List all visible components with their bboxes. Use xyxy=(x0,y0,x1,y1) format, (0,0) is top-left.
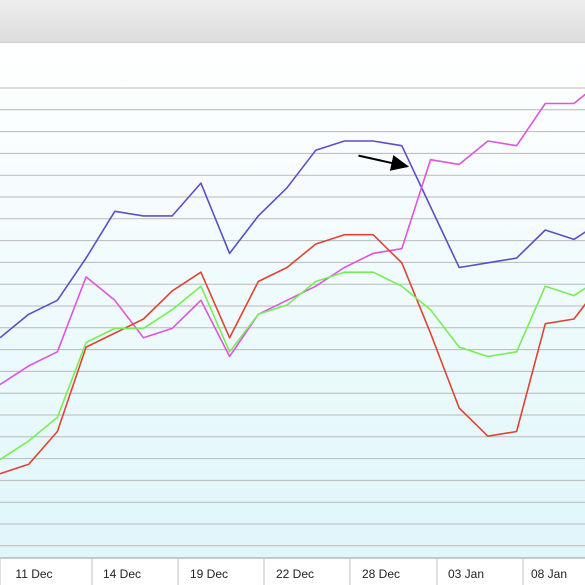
chart-header-bar xyxy=(0,0,585,43)
x-tick-label: 14 Dec xyxy=(103,567,141,581)
x-tick-label: 28 Dec xyxy=(362,567,400,581)
x-tick-label: 22 Dec xyxy=(276,567,314,581)
series-line-1 xyxy=(0,140,585,339)
arrow-annotation xyxy=(358,154,410,171)
series-line-3 xyxy=(0,233,585,475)
x-tick-label: 19 Dec xyxy=(190,567,228,581)
x-tick-label: 08 Jan xyxy=(531,567,567,581)
annotations xyxy=(358,154,410,171)
x-tick-label: 11 Dec xyxy=(15,567,52,581)
series-line-4 xyxy=(0,271,585,461)
x-axis-ticks: 11 Dec 14 Dec 19 Dec 22 Dec 28 Dec 03 Jan 08 J… xyxy=(0,558,567,585)
series-lines xyxy=(0,93,585,475)
x-tick-label: 03 Jan xyxy=(448,567,484,581)
